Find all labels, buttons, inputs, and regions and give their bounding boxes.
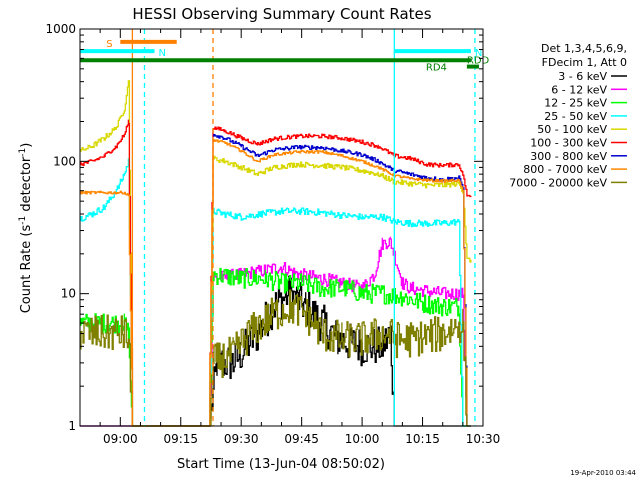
- flag-label-1: S: [106, 39, 112, 50]
- x-tick-label: 10:00: [345, 432, 380, 446]
- legend-label: 25 - 50 keV: [544, 110, 607, 123]
- x-axis: 09:00 09:15 09:30 09:45 10:00 10:15 10:30: [99, 29, 501, 446]
- flag-layer: S N N RD4 RDD: [80, 39, 490, 73]
- y-axis-label-end: ): [19, 143, 34, 148]
- y-tick-label: 1: [68, 419, 76, 433]
- y-axis-label-sup-2: -1: [18, 148, 28, 157]
- x-axis-label: Start Time (13-Jun-04 08:50:02): [177, 457, 385, 472]
- legend-label: 6 - 12 keV: [551, 83, 607, 96]
- chart-title: HESSI Observing Summary Count Rates: [132, 5, 431, 23]
- legend-label: 7000 - 20000 keV: [509, 176, 607, 189]
- vertical-marker-layer: [131, 29, 476, 426]
- x-tick-label: 09:45: [284, 432, 319, 446]
- legend-label: 12 - 25 keV: [544, 97, 607, 110]
- y-axis: 1 10 100 1000: [45, 22, 483, 433]
- y-tick-label: 1000: [45, 22, 76, 36]
- legend-header-2: FDecim 1, Att 0: [542, 56, 627, 69]
- legend-label: 100 - 300 keV: [530, 137, 607, 150]
- flag-label-3: N: [475, 48, 482, 59]
- x-tick-label: 09:15: [163, 432, 198, 446]
- legend-label: 800 - 7000 keV: [523, 163, 607, 176]
- flag-label-4: RD4: [426, 62, 447, 73]
- legend-label: 50 - 100 keV: [537, 123, 607, 136]
- y-tick-label: 10: [61, 287, 76, 301]
- y-tick-label: 100: [53, 154, 76, 168]
- y-axis-label-mid: detector: [19, 156, 34, 216]
- legend-header-1: Det 1,3,4,5,6,9,: [541, 42, 627, 55]
- y-axis-label: Count Rate (s-1 detector-1): [18, 143, 34, 314]
- flag-label-5: RDD: [467, 56, 490, 67]
- footer-timestamp: 19-Apr-2010 03:44: [570, 469, 636, 477]
- x-tick-label: 10:30: [466, 432, 501, 446]
- x-tick-label: 09:00: [103, 432, 138, 446]
- legend-label: 3 - 6 keV: [558, 70, 607, 83]
- y-axis-label-sup-1: -1: [18, 216, 28, 225]
- x-tick-label: 09:30: [224, 432, 259, 446]
- legend-label: 300 - 800 keV: [530, 150, 607, 163]
- legend: Det 1,3,4,5,6,9, FDecim 1, Att 0 3 - 6 k…: [509, 42, 627, 189]
- y-axis-label-main: Count Rate (s: [19, 225, 34, 314]
- x-tick-label: 10:15: [405, 432, 440, 446]
- flag-label-2: N: [159, 48, 166, 59]
